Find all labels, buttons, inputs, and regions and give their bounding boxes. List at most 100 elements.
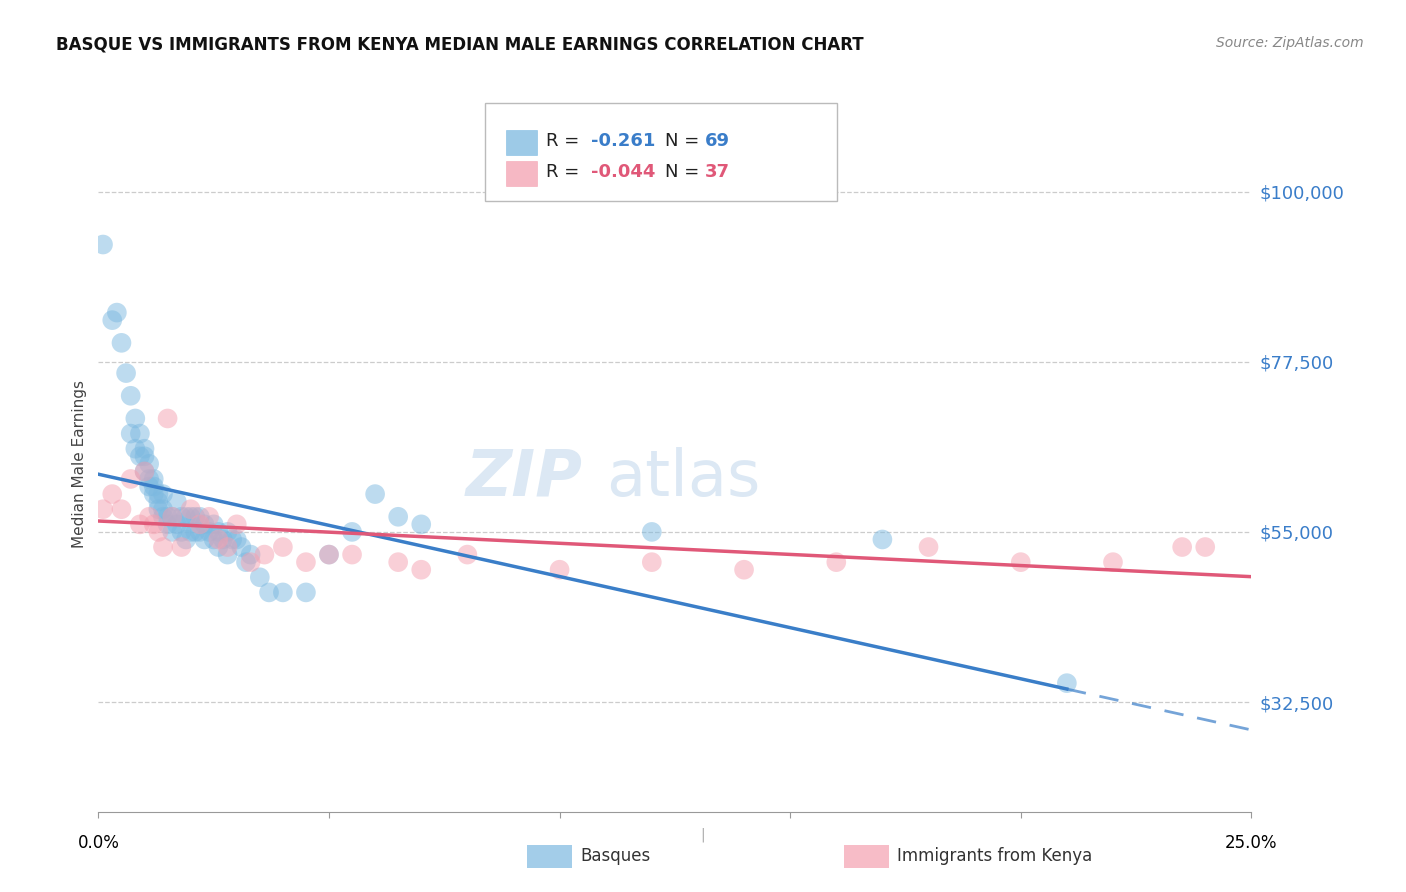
Point <box>170 509 193 524</box>
Point <box>1010 555 1032 569</box>
Text: -0.044: -0.044 <box>591 163 655 181</box>
Point <box>225 533 247 547</box>
Point <box>138 479 160 493</box>
Point <box>872 533 894 547</box>
Point <box>180 524 202 539</box>
Point <box>207 524 229 539</box>
Text: 25.0%: 25.0% <box>1225 834 1278 852</box>
Text: Source: ZipAtlas.com: Source: ZipAtlas.com <box>1216 36 1364 50</box>
Point <box>198 509 221 524</box>
Text: Basques: Basques <box>581 847 651 865</box>
Point <box>101 313 124 327</box>
Point <box>257 585 280 599</box>
Point <box>152 509 174 524</box>
Point <box>166 494 188 508</box>
Point <box>170 540 193 554</box>
Text: BASQUE VS IMMIGRANTS FROM KENYA MEDIAN MALE EARNINGS CORRELATION CHART: BASQUE VS IMMIGRANTS FROM KENYA MEDIAN M… <box>56 36 863 54</box>
Point <box>148 494 170 508</box>
Point <box>318 548 340 562</box>
Point <box>134 450 156 464</box>
Text: 37: 37 <box>704 163 730 181</box>
Point <box>160 509 183 524</box>
Y-axis label: Median Male Earnings: Median Male Earnings <box>72 380 87 548</box>
Point <box>548 563 571 577</box>
Point <box>142 487 165 501</box>
Point <box>184 509 207 524</box>
Point <box>152 540 174 554</box>
Point <box>124 442 146 456</box>
Text: N =: N = <box>665 163 704 181</box>
Point <box>138 457 160 471</box>
Point <box>91 502 114 516</box>
Point <box>364 487 387 501</box>
Point <box>825 555 848 569</box>
Point <box>142 472 165 486</box>
Point <box>217 524 239 539</box>
Point <box>193 533 215 547</box>
Point <box>148 502 170 516</box>
Point <box>221 533 243 547</box>
Point <box>217 540 239 554</box>
Point <box>198 524 221 539</box>
Point <box>180 502 202 516</box>
Point <box>641 555 664 569</box>
Point <box>249 570 271 584</box>
Point <box>340 524 363 539</box>
Point <box>115 366 138 380</box>
Point <box>1194 540 1216 554</box>
Point <box>231 540 253 554</box>
Point <box>387 509 409 524</box>
Point <box>318 548 340 562</box>
Point <box>239 548 262 562</box>
Point <box>91 237 114 252</box>
Point <box>1102 555 1125 569</box>
Point <box>1171 540 1194 554</box>
Point <box>156 411 179 425</box>
Point <box>129 450 152 464</box>
Point <box>170 524 193 539</box>
Point <box>188 524 211 539</box>
Text: |: | <box>700 828 706 842</box>
Point <box>174 509 197 524</box>
Point <box>295 585 318 599</box>
Point <box>120 426 142 441</box>
Point <box>142 479 165 493</box>
Point <box>253 548 276 562</box>
Point <box>148 487 170 501</box>
Point <box>152 487 174 501</box>
Point <box>101 487 124 501</box>
Point <box>733 563 755 577</box>
Point <box>166 517 188 532</box>
Point <box>295 555 318 569</box>
Text: ZIP: ZIP <box>465 447 582 508</box>
Point <box>120 389 142 403</box>
Point <box>184 524 207 539</box>
Point <box>1056 676 1078 690</box>
Point <box>202 533 225 547</box>
Point <box>148 524 170 539</box>
Text: 69: 69 <box>704 132 730 150</box>
Point <box>917 540 939 554</box>
Point <box>138 472 160 486</box>
Point <box>180 509 202 524</box>
Text: -0.261: -0.261 <box>591 132 655 150</box>
Point <box>202 517 225 532</box>
Point <box>138 509 160 524</box>
Point <box>188 517 211 532</box>
Text: Immigrants from Kenya: Immigrants from Kenya <box>897 847 1092 865</box>
Point <box>105 305 128 319</box>
Point <box>235 555 257 569</box>
Point <box>239 555 262 569</box>
Point <box>152 502 174 516</box>
Point <box>174 533 197 547</box>
Point <box>134 464 156 478</box>
Point <box>156 517 179 532</box>
Point <box>456 548 478 562</box>
Point <box>217 548 239 562</box>
Point <box>110 335 132 350</box>
Point <box>120 472 142 486</box>
Point <box>641 524 664 539</box>
Point <box>188 509 211 524</box>
Point <box>411 517 433 532</box>
Point <box>110 502 132 516</box>
